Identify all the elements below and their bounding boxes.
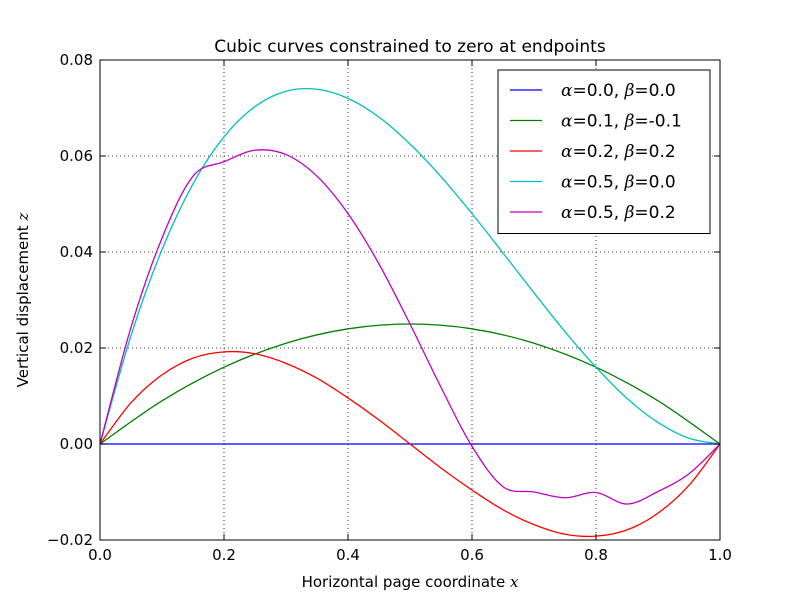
y-tick-label: 0.04 [60,243,93,261]
series-line-4 [99,149,721,505]
y-tick-label: 0.06 [60,147,93,165]
legend-entry: α=0.2, β=0.2 [561,142,676,162]
legend-box [497,69,711,234]
x-axis-label-text: Horizontal page coordinate [302,573,510,591]
chart-title: Cubic curves constrained to zero at endp… [214,37,606,57]
y-axis-label-var: z [14,213,32,222]
x-tick-label: 0.6 [460,546,484,564]
y-axis-label-text: Vertical displacement [14,221,32,388]
y-tick-label: 0.00 [60,435,93,453]
x-tick-label: 0.2 [212,546,236,564]
axis-ticks: 0.0 0.2 0.4 0.6 0.8 1.0 −0.02 0.00 0.02 0.04 0.06 0… [47,51,732,564]
x-tick-label: 1.0 [708,546,732,564]
legend-entry: α=0.0, β=0.0 [561,81,676,101]
y-tick-label: 0.08 [60,51,93,69]
legend-entry: α=0.1, β=-0.1 [561,112,682,132]
plot-frame [99,59,721,541]
x-axis-label: Horizontal page coordinate x [302,573,519,591]
legend-entry: α=0.5, β=0.2 [561,203,676,223]
legend: α=0.0, β=0.0 α=0.1, β=-0.1 α=0.2, β=0.2 α=0… [497,69,711,234]
x-axis-label-var: x [510,573,519,591]
x-tick-label: 0.0 [88,546,112,564]
y-axis-label: Vertical displacement z [14,213,32,388]
series-line-3 [99,87,721,445]
x-tick-label: 0.8 [584,546,608,564]
y-tick-label: −0.02 [47,531,93,549]
series-lines [99,87,721,538]
y-tick-label: 0.02 [60,339,93,357]
x-tick-label: 0.4 [336,546,360,564]
series-line-2 [99,350,721,538]
legend-entry: α=0.5, β=0.0 [561,173,676,193]
series-line-1 [99,323,721,445]
